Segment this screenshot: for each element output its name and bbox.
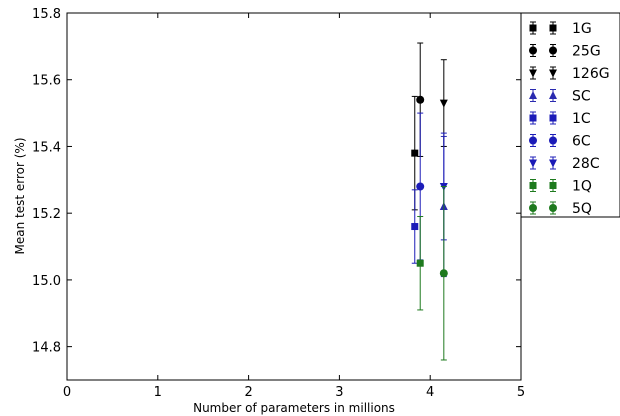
- legend-entry-25g: 25G: [529, 44, 601, 60]
- legend-marker: [549, 69, 557, 78]
- legend-box: [520, 12, 620, 218]
- data-point-1c: [411, 223, 419, 231]
- legend-marker: [529, 24, 537, 32]
- legend-marker: [549, 24, 557, 32]
- x-tick-label: 1: [154, 385, 162, 400]
- legend-marker: [549, 91, 557, 99]
- y-tick-label: 15.8: [32, 7, 61, 22]
- legend-marker: [549, 136, 557, 145]
- data-point-1q: [416, 259, 424, 267]
- x-axis-label: Number of parameters in millions: [193, 401, 395, 415]
- legend-entry-28c: 28C: [529, 156, 600, 172]
- legend-marker: [549, 182, 557, 189]
- y-tick-label: 15.2: [32, 207, 61, 222]
- legend-marker: [529, 69, 537, 78]
- legend-entry-1g: 1G: [529, 21, 592, 37]
- y-axis-label: Mean test error (%): [13, 138, 27, 255]
- legend-label: SC: [572, 89, 591, 105]
- legend-marker: [529, 204, 537, 212]
- x-tick-label: 2: [244, 385, 252, 400]
- legend-label: 1G: [572, 21, 592, 37]
- legend-label: 28C: [572, 156, 600, 172]
- plot-area: [66, 12, 522, 381]
- legend-entry-1q: 1Q: [529, 179, 592, 195]
- legend-marker: [529, 46, 537, 55]
- legend-label: 1C: [572, 111, 591, 127]
- legend-label: 6C: [572, 134, 591, 150]
- y-tick-label: 15.6: [32, 74, 61, 89]
- x-tick-label: 3: [335, 385, 343, 400]
- legend-entry-sc: SC: [529, 89, 591, 105]
- y-tick-label: 14.8: [32, 341, 61, 356]
- legend-marker: [529, 114, 537, 122]
- legend-marker: [529, 91, 537, 99]
- legend-marker: [549, 204, 557, 212]
- y-tick-label: 15.0: [32, 274, 61, 289]
- data-point-25g: [416, 95, 425, 104]
- legend-entry-1c: 1C: [529, 111, 591, 127]
- data-point-1g: [411, 149, 419, 157]
- legend-marker: [549, 159, 557, 168]
- y-tick-label: 15.4: [32, 140, 61, 155]
- x-tick-label: 5: [517, 385, 525, 400]
- legend-label: 25G: [572, 44, 601, 60]
- legend-entry-6c: 6C: [529, 134, 591, 150]
- data-marks: [411, 42, 448, 361]
- data-point-126g: [439, 99, 448, 108]
- data-point-6c: [416, 182, 425, 191]
- x-tick-label: 4: [426, 385, 434, 400]
- legend-marker: [529, 182, 537, 189]
- axis-ticks: 0 1 2 3 4 5 14.8 15.0 15.2 15.4 15.6 15.8: [32, 7, 525, 400]
- data-point-5q: [439, 269, 448, 278]
- legend-label: 5Q: [572, 201, 592, 217]
- legend: 1G 25G 126G SC 1C 6C 28C 1Q 5Q: [520, 12, 620, 218]
- legend-entry-5q: 5Q: [529, 201, 592, 217]
- legend-entry-126g: 126G: [529, 66, 610, 82]
- legend-marker: [549, 46, 557, 55]
- x-tick-label: 0: [63, 385, 71, 400]
- legend-marker: [529, 136, 537, 145]
- legend-marker: [549, 114, 557, 122]
- legend-label: 126G: [572, 66, 610, 82]
- legend-label: 1Q: [572, 179, 592, 195]
- legend-marker: [529, 159, 537, 168]
